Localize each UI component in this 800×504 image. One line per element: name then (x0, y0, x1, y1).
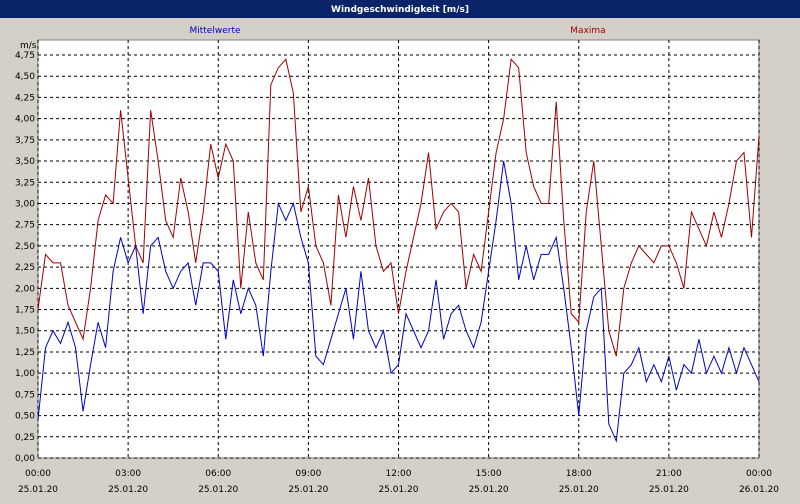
x-tick-date: 25.01.20 (559, 485, 599, 495)
y-tick-label: 1,50 (15, 327, 35, 337)
y-tick-label: 0,50 (15, 412, 35, 422)
x-tick-date: 25.01.20 (198, 485, 238, 495)
y-unit: m/s (20, 41, 37, 51)
legend-label: Maxima (570, 26, 605, 36)
y-tick-label: 4,50 (15, 72, 35, 82)
y-tick-label: 2,75 (15, 221, 35, 231)
legend-label: Mittelwerte (189, 26, 240, 36)
y-tick-label: 4,00 (15, 115, 35, 125)
y-tick-label: 2,25 (15, 263, 35, 273)
y-tick-label: 2,00 (15, 284, 35, 294)
chart-title: Windgeschwindigkeit [m/s] (331, 5, 469, 15)
y-tick-label: 1,00 (15, 369, 35, 379)
y-tick-label: 1,25 (15, 348, 35, 358)
y-tick-label: 2,50 (15, 242, 35, 252)
x-tick-date: 25.01.20 (108, 485, 148, 495)
y-tick-label: 0,75 (15, 390, 35, 400)
y-tick-label: 1,75 (15, 306, 35, 316)
y-tick-label: 3,00 (15, 199, 35, 209)
x-tick-date: 25.01.20 (18, 485, 58, 495)
y-tick-label: 3,25 (15, 178, 35, 188)
x-tick-label: 06:00 (205, 469, 231, 479)
series-line (37, 160, 760, 443)
x-tick-date: 25.01.20 (649, 485, 689, 495)
x-tick-date: 26.01.20 (739, 485, 779, 495)
y-tick-label: 4,75 (15, 51, 35, 61)
x-tick-label: 15:00 (476, 469, 502, 479)
y-tick-label: 0,00 (15, 454, 35, 464)
x-tick-label: 00:00 (25, 469, 51, 479)
x-tick-label: 12:00 (386, 469, 412, 479)
y-tick-label: 0,25 (15, 433, 35, 443)
x-tick-date: 25.01.20 (469, 485, 509, 495)
series-line (37, 58, 760, 357)
x-tick-label: 18:00 (566, 469, 592, 479)
y-tick-label: 3,75 (15, 136, 35, 146)
x-tick-date: 25.01.20 (288, 485, 328, 495)
x-tick-date: 25.01.20 (378, 485, 418, 495)
x-tick-label: 21:00 (656, 469, 682, 479)
y-tick-label: 4,25 (15, 93, 35, 103)
y-tick-label: 3,50 (15, 157, 35, 167)
x-tick-label: 03:00 (115, 469, 141, 479)
x-tick-label: 09:00 (295, 469, 321, 479)
title-bar (0, 0, 800, 18)
x-tick-label: 00:00 (746, 469, 772, 479)
